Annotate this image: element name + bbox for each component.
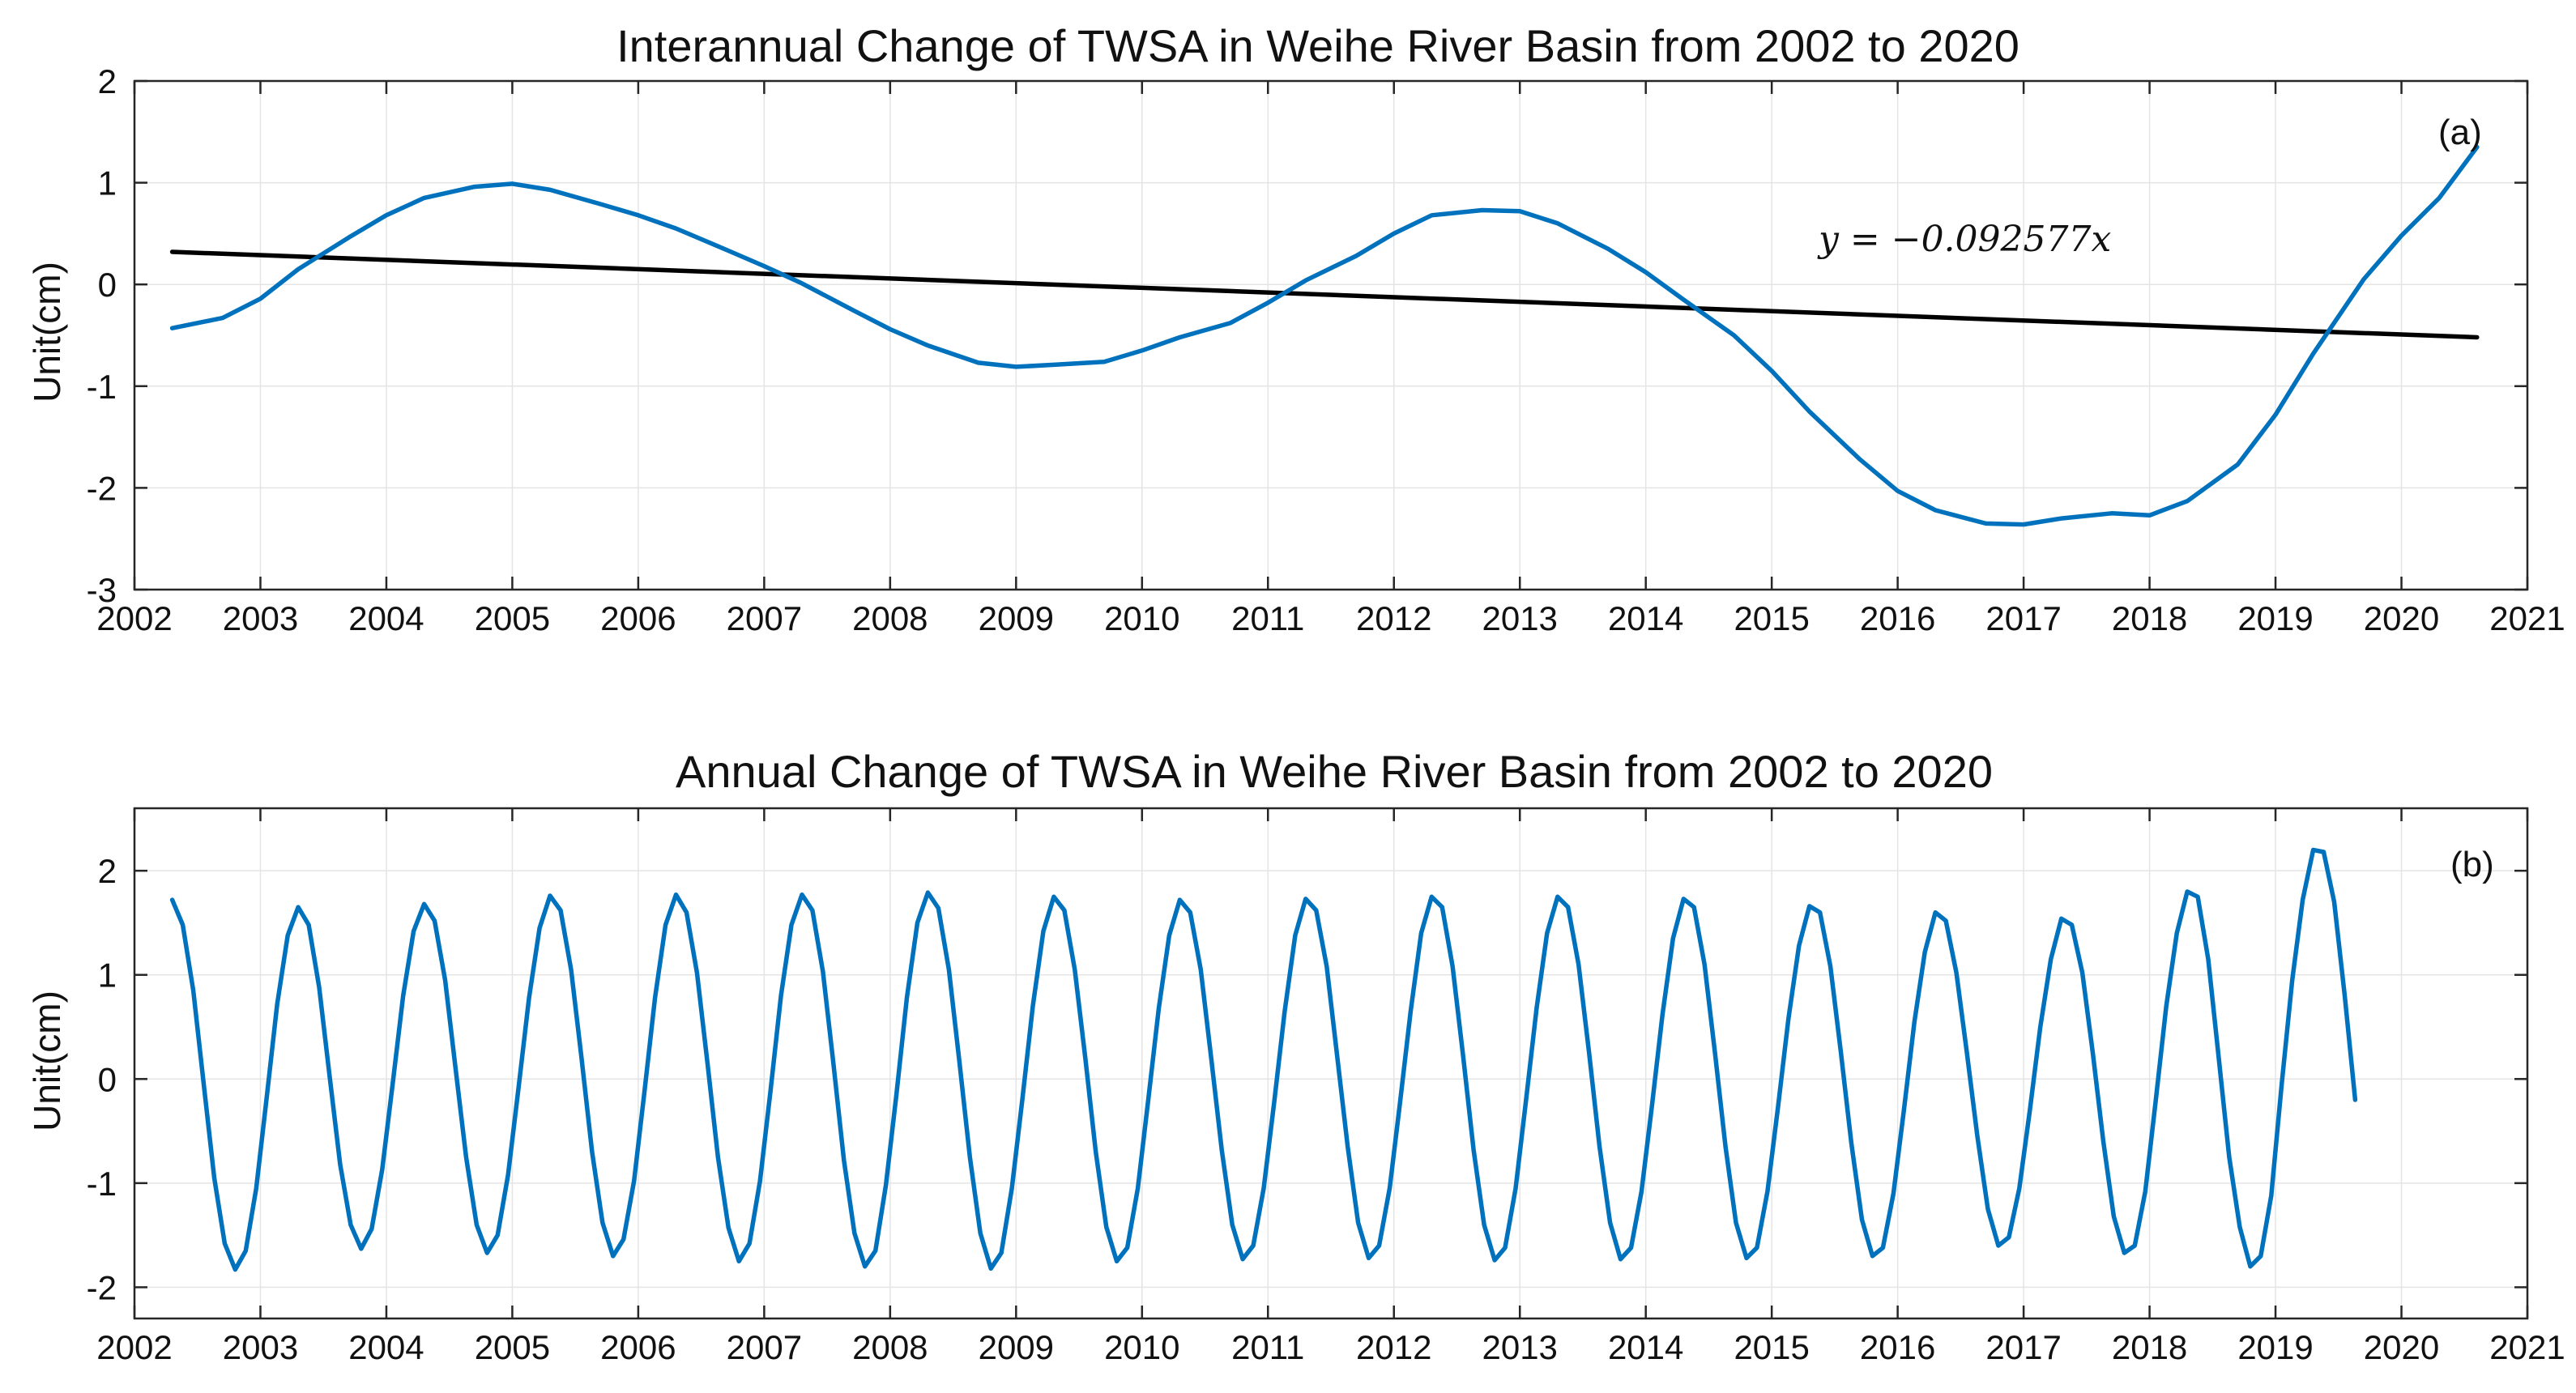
chart-b-y-tick-label: -2 [87,1268,117,1306]
chart-b-title: Annual Change of TWSA in Weihe River Bas… [676,746,1993,797]
chart-a-x-tick-label: 2007 [727,599,802,637]
chart-a-x-tick-label: 2006 [600,599,676,637]
chart-a-x-tick-label: 2005 [475,599,550,637]
chart-b-y-tick-labels: -2 -1 0 1 2 [87,852,117,1306]
chart-b-gridlines [134,808,2528,1318]
chart-b-x-tick-label: 2003 [223,1328,298,1366]
chart-b-y-tick-label: -1 [87,1165,117,1203]
chart-b-x-tick-label: 2005 [475,1328,550,1366]
chart-a-x-tick-label: 2011 [1231,599,1304,637]
chart-b-x-tick-label: 2019 [2237,1328,2313,1366]
chart-b-x-tick-label: 2013 [1482,1328,1557,1366]
chart-a-trend-line [169,249,2480,340]
chart-a-x-tick-label: 2009 [979,599,1054,637]
chart-b-x-tick-label: 2009 [979,1328,1054,1366]
chart-b-x-tick-label: 2018 [2112,1328,2187,1366]
chart-a-x-tick-label: 2004 [348,599,424,637]
chart-a-y-tick-labels: -3 -2 -1 0 1 2 [87,62,117,609]
chart-a-panel-label: (a) [2438,113,2482,152]
chart-b-y-tick-label: 0 [98,1060,117,1098]
chart-b-tick-marks [133,808,2529,1318]
chart-a-y-tick-label: 0 [98,266,117,304]
chart-b-x-tick-label: 2008 [852,1328,928,1366]
chart-a-y-tick-label: -3 [87,571,117,609]
chart-panel-a: Interannual Change of TWSA in Weihe Rive… [26,20,2565,637]
chart-b-x-tick-label: 2016 [1860,1328,1935,1366]
chart-a-y-tick-label: 1 [98,164,117,202]
chart-a-x-tick-label: 2003 [223,599,298,637]
chart-a-x-tick-label: 2016 [1860,599,1935,637]
chart-b-x-tick-label: 2004 [348,1328,424,1366]
chart-b-x-tick-label: 2010 [1104,1328,1179,1366]
chart-a-x-tick-labels: 2002 2003 2004 2005 2006 2007 2008 2009 2010 2011… [96,599,2565,637]
chart-a-x-tick-label: 2017 [1985,599,2061,637]
chart-a-axes-frame [133,79,2529,591]
chart-b-x-tick-label: 2014 [1608,1328,1683,1366]
chart-a-x-tick-label: 2008 [852,599,928,637]
chart-a-x-tick-label: 2012 [1356,599,1431,637]
chart-a-y-tick-label: -2 [87,469,117,507]
chart-a-x-tick-label: 2020 [2364,599,2439,637]
chart-panel-b: Annual Change of TWSA in Weihe River Bas… [26,746,2565,1366]
chart-b-panel-label: (b) [2450,845,2494,884]
chart-b-axes-frame [133,807,2529,1320]
chart-b-x-tick-label: 2021 [2489,1328,2565,1366]
chart-b-x-tick-labels: 2002 2003 2004 2005 2006 2007 2008 2009 2010 2011… [96,1328,2565,1366]
chart-a-x-tick-label: 2019 [2237,599,2313,637]
chart-b-y-tick-label: 1 [98,956,117,995]
chart-a-x-tick-label: 2021 [2489,599,2565,637]
chart-b-x-tick-label: 2002 [96,1328,172,1366]
chart-b-x-tick-label: 2017 [1985,1328,2061,1366]
chart-a-title: Interannual Change of TWSA in Weihe Rive… [616,20,2019,71]
chart-a-x-tick-label: 2002 [96,599,172,637]
chart-a-x-tick-label: 2010 [1104,599,1179,637]
chart-a-y-tick-label: -1 [87,368,117,406]
chart-a-y-axis-label: Unit(cm) [26,262,68,403]
chart-a-y-tick-label: 2 [98,62,117,100]
chart-b-x-tick-label: 2006 [600,1328,676,1366]
chart-b-series-line [169,847,2358,1272]
chart-b-x-tick-label: 2011 [1231,1328,1304,1366]
chart-b-x-tick-label: 2020 [2364,1328,2439,1366]
chart-b-x-tick-label: 2007 [727,1328,802,1366]
chart-b-x-tick-label: 2012 [1356,1328,1431,1366]
chart-a-series-line [169,144,2480,527]
chart-b-x-tick-label: 2015 [1734,1328,1809,1366]
chart-b-y-tick-label: 2 [98,852,117,890]
chart-a-trend-equation: y = −0.092577x [1817,219,2112,260]
chart-a-x-tick-label: 2018 [2112,599,2187,637]
chart-a-x-tick-label: 2014 [1608,599,1683,637]
chart-a-x-tick-label: 2013 [1482,599,1557,637]
chart-a-x-tick-label: 2015 [1734,599,1809,637]
chart-b-y-axis-label: Unit(cm) [26,990,68,1131]
